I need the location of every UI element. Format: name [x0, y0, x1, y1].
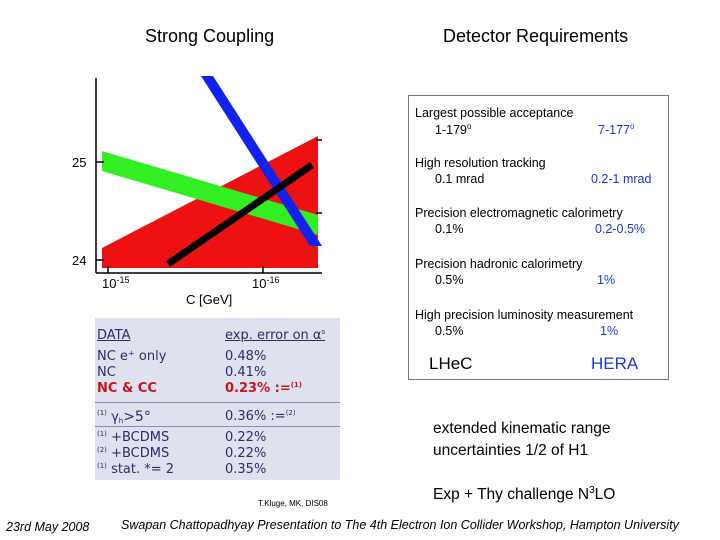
x-tick-exp-1: -15: [116, 275, 129, 285]
requirement-item: High resolution tracking 0.1 mrad 0.2-1 …: [415, 156, 665, 186]
row-label: (2) +BCDMS: [97, 446, 169, 461]
row-label-text: +BCDMS: [111, 446, 170, 461]
requirement-item: Precision electromagnetic calorimetry 0.…: [415, 206, 665, 236]
detector-requirements-title: Detector Requirements: [443, 26, 629, 46]
row-value: 0.36% :=(2): [225, 409, 296, 424]
table-row: (1) +BCDMS 0.22%: [95, 430, 340, 446]
row-label: (1) stat. *= 2: [97, 462, 174, 477]
row-value: 0.22%: [225, 430, 267, 445]
plot-area: [102, 76, 322, 268]
requirement-title: High resolution tracking: [415, 156, 546, 170]
header-label: DATA: [97, 328, 131, 343]
table-row: NC 0.41%: [95, 365, 340, 381]
table-row: (1) γh>5° 0.36% :=(2): [95, 409, 340, 425]
row-prefix: (1): [97, 430, 107, 438]
footer-date: 23rd May 2008: [6, 520, 90, 534]
requirement-item: Precision hadronic calorimetry 0.5% 1%: [415, 257, 665, 287]
note-kinematic-range: extended kinematic range: [433, 420, 611, 437]
table-divider: [95, 402, 340, 403]
table-row-highlight: NC & CC 0.23% :=(1): [95, 381, 340, 397]
requirement-lhec: 0.5%: [435, 324, 464, 338]
row-value-text: 0.23% :=: [225, 381, 291, 396]
requirement-hera: 1%: [600, 324, 619, 338]
note-challenge-post: LO: [594, 486, 616, 504]
row-label-text: stat. *= 2: [111, 462, 175, 477]
note-challenge-pre: Exp + Thy challenge N: [433, 486, 590, 504]
row-label: (1) γh>5°: [97, 409, 151, 425]
row-value: 0.41%: [225, 365, 267, 380]
row-prefix: (2): [97, 446, 107, 454]
row-value: 0.23% :=(1): [225, 381, 302, 396]
table-row: (1) stat. *= 2 0.35%: [95, 462, 340, 478]
requirement-title: Precision hadronic calorimetry: [415, 257, 583, 271]
requirement-item: Largest possible acceptance 1-179o 7-177…: [415, 106, 665, 137]
x-tick-label-1: 10-15: [102, 275, 129, 291]
hera-value: 7-177: [598, 123, 630, 138]
requirement-hera: 1%: [597, 273, 616, 287]
x-tick-base-2: 10: [252, 276, 266, 291]
row-label-gamma: γ: [111, 410, 119, 425]
x-axis-label: C [GeV]: [186, 292, 232, 307]
lhec-label: LHeC: [429, 354, 473, 373]
requirement-hera: 0.2-1 mrad: [591, 172, 652, 186]
y-tick-label-25: 25: [72, 155, 86, 170]
requirement-hera: 7-177o: [598, 122, 634, 137]
row-label-sub: h: [118, 417, 124, 425]
lhec-degree: o: [466, 122, 472, 131]
row-label: NC: [97, 365, 116, 380]
row-note: (2): [285, 409, 296, 417]
requirement-lhec: 0.1%: [435, 222, 464, 236]
requirement-item: High precision luminosity measurement 0.…: [415, 308, 665, 338]
data-table: DATA exp. error on αs NC e⁺ only 0.48% N…: [95, 318, 340, 480]
requirement-title: Precision electromagnetic calorimetry: [415, 206, 623, 220]
requirement-title: High precision luminosity measurement: [415, 308, 634, 322]
header-value-text: exp. error on α: [225, 328, 322, 343]
row-value: 0.48%: [225, 349, 267, 364]
footer-presentation: Swapan Chattopadhyay Presentation to The…: [121, 518, 679, 532]
row-label-text: +BCDMS: [111, 430, 170, 445]
header-value-sub: s: [321, 328, 326, 336]
strong-coupling-plot: 25 24 10-15 10-16 C [GeV]: [60, 68, 330, 308]
requirement-lhec: 0.1 mrad: [435, 172, 485, 186]
row-label: (1) +BCDMS: [97, 430, 169, 445]
detector-requirements-box: Largest possible acceptance 1-179o 7-177…: [408, 95, 669, 380]
table-row: (2) +BCDMS 0.22%: [95, 446, 340, 462]
row-label: NC e⁺ only: [97, 349, 167, 364]
green-band: [102, 151, 318, 235]
row-value: 0.22%: [225, 446, 267, 461]
strong-coupling-title: Strong Coupling: [145, 26, 275, 46]
row-prefix: (1): [97, 409, 107, 417]
row-prefix: (1): [97, 462, 107, 470]
table-row: NC e⁺ only 0.48%: [95, 349, 340, 365]
black-fit-line: [166, 162, 314, 267]
hera-label: HERA: [591, 354, 639, 373]
x-tick-exp-2: -16: [266, 275, 279, 285]
requirement-title: Largest possible acceptance: [415, 106, 574, 120]
row-value: 0.35%: [225, 462, 267, 477]
requirement-lhec: 0.5%: [435, 273, 464, 287]
blue-band: [201, 76, 322, 246]
note-challenge: Exp + Thy challenge N3LO: [433, 485, 615, 504]
table-header: DATA exp. error on αs: [95, 328, 340, 344]
row-note: (1): [290, 381, 302, 389]
y-tick-label-24: 24: [72, 253, 86, 268]
x-tick-label-2: 10-16: [252, 275, 279, 291]
requirement-lhec: 1-179o: [435, 122, 471, 137]
note-challenge-sup: 3: [589, 485, 595, 496]
x-tick-base-1: 10: [102, 276, 116, 291]
requirement-hera: 0.2-0.5%: [595, 222, 646, 236]
row-label: NC & CC: [97, 381, 157, 396]
row-value-text: 0.36% :=: [225, 409, 286, 424]
hera-degree: o: [629, 122, 635, 131]
lhec-value: 1-179: [435, 123, 467, 138]
figure-credit: T.Kluge, MK, DIS08: [258, 499, 328, 508]
note-uncertainties: uncertainties 1/2 of H1: [433, 442, 589, 459]
row-label-tail: >5°: [123, 409, 151, 425]
header-value: exp. error on αs: [225, 328, 325, 343]
table-divider: [95, 426, 340, 427]
